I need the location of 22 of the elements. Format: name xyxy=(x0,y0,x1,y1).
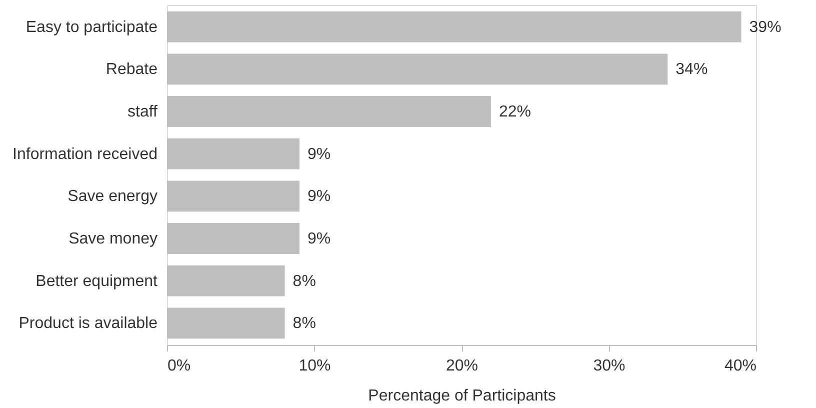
y-tick-label: Save energy xyxy=(68,188,158,206)
data-label: 8% xyxy=(292,272,316,290)
data-label: 9% xyxy=(308,188,331,206)
y-tick-label: Information received xyxy=(12,146,158,163)
x-tick-label: 40% xyxy=(724,358,756,374)
data-label: 9% xyxy=(308,230,331,248)
data-label: 8% xyxy=(292,315,316,332)
x-axis-title: Percentage of Participants xyxy=(368,388,556,404)
x-tick-label: 20% xyxy=(446,358,478,374)
data-label: 9% xyxy=(308,146,331,163)
y-tick-label: staff xyxy=(128,103,158,120)
x-tick-label: 0% xyxy=(168,358,191,374)
data-label: 39% xyxy=(749,18,782,36)
data-label: 22% xyxy=(498,103,531,120)
data-label: 34% xyxy=(676,61,708,78)
y-tick-label: Easy to participate xyxy=(26,18,158,36)
y-tick-label: Save money xyxy=(68,230,158,248)
x-tick-label: 10% xyxy=(298,358,331,374)
y-tick-label: Rebate xyxy=(106,61,158,78)
y-tick-label: Better equipment xyxy=(36,272,158,290)
y-tick-label: Product is available xyxy=(18,315,158,332)
x-tick-label: 30% xyxy=(593,358,626,374)
